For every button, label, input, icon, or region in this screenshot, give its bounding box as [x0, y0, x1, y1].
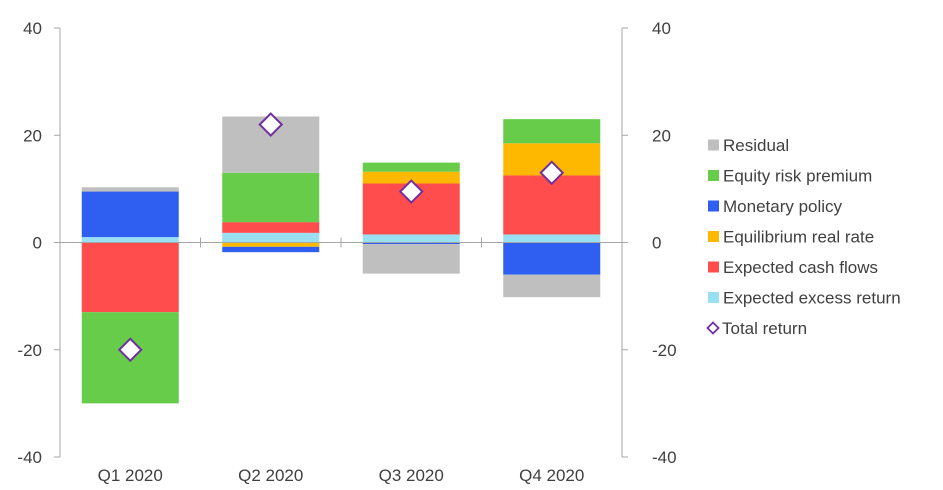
y-tick-label-left: 0	[33, 234, 42, 253]
legend-item-expected-excess-return: Expected excess return	[708, 289, 901, 308]
x-tick-label-q3-2020: Q3 2020	[379, 466, 444, 485]
x-tick-label-q2-2020: Q2 2020	[238, 466, 303, 485]
legend-item-total-return: Total return	[706, 319, 807, 338]
total-return-marker-q4-2020	[539, 160, 565, 186]
x-tick-label-q1-2020: Q1 2020	[98, 466, 163, 485]
legend-label-residual: Residual	[723, 136, 789, 155]
bar-monetary-policy-q1-2020	[81, 191, 179, 238]
bar-equilibrium-real-rate-q3-2020	[362, 171, 460, 184]
y-tick-label-right: -20	[652, 341, 677, 360]
legend-label-expected-cash-flows: Expected cash flows	[723, 258, 878, 277]
bar-monetary-policy-q2-2020	[222, 246, 320, 253]
bar-residual-q1-2020	[81, 187, 179, 192]
bar-monetary-policy-q4-2020	[503, 242, 601, 275]
legend-item-expected-cash-flows: Expected cash flows	[708, 258, 878, 277]
legend-item-equilibrium-real-rate: Equilibrium real rate	[708, 228, 874, 247]
legend: Residual Equity risk premium Monetary poli…	[706, 136, 901, 338]
total-return-markers	[117, 112, 565, 363]
legend-swatch-equilibrium-real-rate	[708, 231, 719, 242]
bar-equity-risk-premium-q4-2020	[503, 119, 601, 144]
total-return-marker-q2-2020	[258, 112, 284, 137]
y-tick-label-right: 20	[652, 126, 671, 145]
legend-swatch-equity-risk-premium	[708, 170, 719, 181]
bars-layer	[81, 116, 601, 404]
legend-item-residual: Residual	[708, 136, 789, 155]
bar-expected-cash-flows-q4-2020	[503, 175, 601, 235]
y-tick-label-left: -40	[17, 448, 42, 467]
total-return-marker-q1-2020	[117, 337, 143, 363]
bar-expected-excess-return-q1-2020	[81, 237, 179, 243]
y-tick-label-right: 40	[652, 19, 671, 38]
bar-equilibrium-real-rate-q2-2020	[222, 242, 320, 247]
y-tick-label-left: 20	[23, 126, 42, 145]
legend-swatch-expected-cash-flows	[708, 261, 719, 273]
legend-swatch-expected-excess-return	[708, 292, 719, 303]
bar-residual-q3-2020	[362, 244, 460, 274]
legend-swatch-residual	[708, 139, 719, 151]
bar-equity-risk-premium-q2-2020	[222, 172, 320, 223]
bar-equity-risk-premium-q3-2020	[362, 162, 460, 172]
bar-monetary-policy-q3-2020	[362, 242, 460, 245]
total-return-marker-q3-2020	[398, 179, 424, 204]
bar-expected-excess-return-q3-2020	[362, 234, 460, 243]
legend-item-monetary-policy: Monetary policy	[708, 197, 843, 216]
bar-expected-cash-flows-q1-2020	[81, 242, 179, 313]
legend-label-monetary-policy: Monetary policy	[723, 197, 843, 216]
bar-expected-excess-return-q4-2020	[503, 234, 601, 243]
y-tick-label-right: 0	[652, 234, 661, 253]
legend-label-expected-excess-return: Expected excess return	[723, 289, 901, 308]
y-tick-label-left: -20	[17, 341, 42, 360]
axes-layer: -40 -40 -20 -20 0 0 20 20 40 40 Q1 2020 Q2 2020 Q3 2…	[17, 19, 676, 485]
x-tick-label-q4-2020: Q4 2020	[519, 466, 584, 485]
legend-swatch-total-return	[706, 321, 720, 335]
legend-label-equilibrium-real-rate: Equilibrium real rate	[723, 228, 874, 247]
legend-label-equity-risk-premium: Equity risk premium	[723, 167, 872, 186]
legend-item-equity-risk-premium: Equity risk premium	[708, 167, 872, 186]
bar-expected-excess-return-q2-2020	[222, 232, 320, 243]
legend-swatch-monetary-policy	[708, 200, 719, 212]
bar-expected-cash-flows-q2-2020	[222, 222, 320, 233]
y-tick-label-right: -40	[652, 448, 677, 467]
bar-residual-q4-2020	[503, 274, 601, 298]
y-tick-label-left: 40	[23, 19, 42, 38]
legend-label-total-return: Total return	[722, 319, 807, 338]
